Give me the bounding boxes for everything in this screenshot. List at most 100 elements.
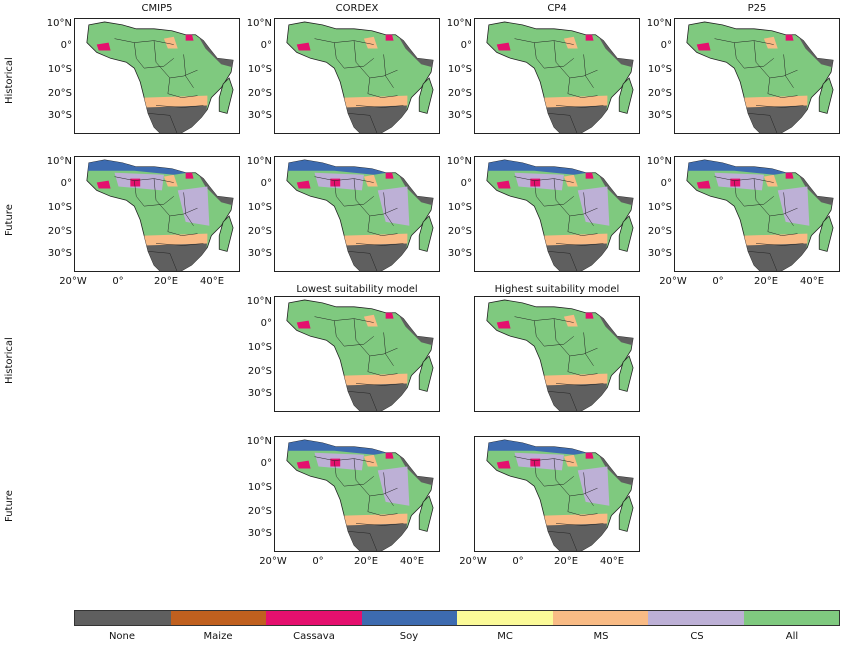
- ms-band: [544, 95, 608, 108]
- legend-swatch-cassava: [266, 611, 362, 625]
- lat-tick-label: 0°: [260, 458, 272, 469]
- cassava-patch-west: [296, 320, 311, 329]
- country-border: [114, 176, 174, 183]
- lat-tick-label: 10°S: [47, 64, 72, 75]
- legend-label-cs: CS: [690, 631, 704, 642]
- country-border: [383, 472, 394, 506]
- lat-tick-label: 10°S: [647, 64, 672, 75]
- cassava-patch-future: [130, 178, 141, 187]
- legend-swatch-ms: [552, 611, 648, 625]
- map-cordex-historical: [274, 18, 440, 134]
- country-border: [567, 77, 598, 98]
- country-border: [583, 54, 594, 88]
- cassava-patch-east: [785, 170, 794, 179]
- lat-tick-label: 10°N: [46, 156, 72, 167]
- country-border: [767, 215, 798, 236]
- cassava-patch-east: [185, 32, 194, 41]
- map-svg: [86, 21, 234, 133]
- map-p25-future: [674, 156, 840, 272]
- country-border: [755, 243, 804, 246]
- map-svg: [286, 439, 434, 551]
- ms-patch: [163, 36, 178, 49]
- legend-label-cassava: Cassava: [293, 631, 335, 642]
- cassava-patch-future: [530, 458, 541, 467]
- cassava-patch-future: [530, 178, 541, 187]
- country-border: [134, 42, 174, 69]
- country-border: [567, 495, 598, 516]
- lat-tick-label: 0°: [460, 178, 472, 189]
- country-border: [183, 54, 194, 88]
- map-cmip5-future: [74, 156, 240, 272]
- cassava-patch-west: [96, 180, 111, 189]
- ms-band: [344, 513, 408, 526]
- lat-tick-label: 10°N: [646, 156, 672, 167]
- title-highest-suitability: Highest suitability model: [494, 284, 620, 295]
- map-lowest-historical: [274, 296, 440, 412]
- lat-tick-label: 20°S: [247, 506, 272, 517]
- map-svg: [286, 21, 434, 133]
- cassava-patch-future: [330, 458, 341, 467]
- country-border: [767, 77, 798, 98]
- row-label-historical-bottom: Historical: [4, 337, 15, 384]
- country-border: [355, 523, 404, 526]
- country-border: [514, 176, 574, 183]
- lat-tick-label: 10°S: [247, 482, 272, 493]
- country-border: [355, 383, 404, 386]
- cassava-patch-east: [385, 32, 394, 41]
- country-border: [714, 176, 774, 183]
- cassava-patch-east: [585, 450, 594, 459]
- cassava-patch-east: [185, 170, 194, 179]
- country-border: [553, 318, 598, 357]
- country-border: [148, 251, 178, 271]
- country-border: [783, 192, 794, 226]
- cassava-patch-west: [296, 180, 311, 189]
- madagascar: [618, 495, 634, 532]
- map-p25-historical: [674, 18, 840, 134]
- country-border: [334, 320, 374, 347]
- country-border: [353, 318, 398, 357]
- row-label-future-bottom: Future: [4, 490, 15, 522]
- country-border: [155, 105, 204, 108]
- legend-label-ms: MS: [593, 631, 609, 642]
- lon-tick-label: 0°: [512, 556, 524, 567]
- country-border: [314, 176, 374, 183]
- lon-tick-label: 40°E: [199, 276, 225, 287]
- map-svg: [486, 439, 634, 551]
- ms-band: [144, 233, 208, 246]
- cs-region-east: [177, 186, 210, 226]
- lat-tick-label: 30°S: [47, 110, 72, 121]
- lat-tick-label: 20°S: [247, 366, 272, 377]
- lat-tick-label: 20°S: [647, 226, 672, 237]
- col-title-cp4: CP4: [547, 3, 567, 14]
- legend-label-none: None: [108, 631, 136, 642]
- map-cordex-future: [274, 156, 440, 272]
- country-border: [753, 40, 798, 79]
- cassava-patch-future: [330, 178, 341, 187]
- madagascar: [818, 215, 834, 252]
- cassava-patch-west: [496, 460, 511, 469]
- ms-patch: [363, 36, 378, 49]
- lon-tick-label: 20°W: [459, 556, 487, 567]
- map-highest-future: [474, 436, 640, 552]
- lat-tick-label: 30°S: [447, 110, 472, 121]
- country-border: [367, 355, 398, 376]
- col-title-cordex: CORDEX: [335, 3, 379, 14]
- country-border: [148, 113, 178, 133]
- map-cp4-future: [474, 156, 640, 272]
- country-border: [355, 105, 404, 108]
- map-svg: [686, 159, 834, 271]
- cs-region-east: [577, 466, 610, 506]
- ms-patch: [563, 314, 578, 327]
- cassava-patch-east: [385, 450, 394, 459]
- legend-label-soy: Soy: [399, 631, 419, 642]
- cs-region-east: [777, 186, 810, 226]
- ms-band: [144, 95, 208, 108]
- lon-tick-label: 0°: [312, 556, 324, 567]
- legend-label-maize: Maize: [203, 631, 233, 642]
- country-border: [555, 105, 604, 108]
- country-border: [314, 316, 374, 323]
- madagascar: [618, 77, 634, 114]
- lat-tick-label: 0°: [660, 178, 672, 189]
- ms-patch: [563, 36, 578, 49]
- lat-tick-label: 10°N: [246, 18, 272, 29]
